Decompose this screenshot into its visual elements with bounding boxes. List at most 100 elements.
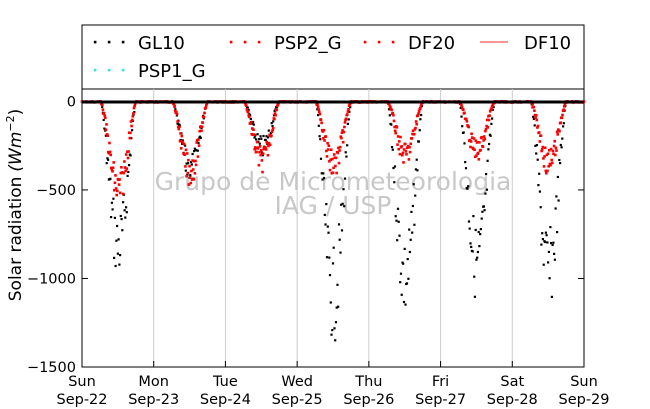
- data-point-psp2-g: [183, 153, 187, 156]
- data-point-psp2-g: [416, 114, 420, 117]
- data-point-gl10: [415, 158, 418, 161]
- data-point-psp2-g: [400, 145, 403, 148]
- data-point-gl10: [185, 162, 188, 165]
- data-point-gl10: [125, 211, 128, 214]
- data-point-psp2-g: [248, 115, 251, 119]
- data-point-gl10: [532, 117, 535, 120]
- legend-dot-marker: [229, 40, 233, 44]
- data-point-psp2-g: [554, 146, 558, 150]
- data-point-psp2-g: [399, 135, 402, 139]
- data-point-psp2-g: [337, 146, 340, 150]
- data-point-gl10: [187, 162, 190, 165]
- legend-label: DF20: [408, 33, 455, 54]
- data-point-gl10: [474, 228, 477, 232]
- data-point-gl10: [464, 161, 467, 164]
- data-point-psp2-g: [417, 110, 421, 113]
- data-point-gl10: [484, 192, 487, 195]
- data-point-gl10: [485, 173, 488, 176]
- data-point-psp2-g: [190, 178, 194, 181]
- data-point-gl10: [343, 205, 346, 208]
- data-point-psp2-g: [120, 166, 123, 169]
- data-point-gl10: [331, 329, 334, 332]
- data-point-gl10: [557, 199, 560, 202]
- data-point-psp2-g: [258, 150, 261, 154]
- data-point-psp2-g: [337, 161, 341, 165]
- data-point-gl10: [467, 185, 470, 188]
- data-point-psp2-g: [549, 163, 552, 167]
- data-point-psp2-g: [316, 103, 319, 107]
- data-point-gl10: [317, 124, 320, 127]
- data-point-psp2-g: [131, 115, 135, 118]
- data-point-gl10: [554, 207, 557, 210]
- data-point-psp2-g: [560, 116, 564, 120]
- data-point-gl10: [538, 172, 541, 175]
- x-tick-date: Sep-27: [415, 392, 466, 408]
- data-point-gl10: [476, 256, 479, 259]
- data-point-psp2-g: [130, 124, 133, 128]
- data-point-psp2-g: [246, 110, 250, 114]
- data-point-psp2-g: [413, 132, 416, 136]
- data-point-gl10: [270, 122, 273, 125]
- data-point-psp2-g: [546, 152, 550, 155]
- data-point-gl10: [404, 303, 407, 306]
- data-point-gl10: [547, 261, 550, 264]
- data-point-gl10: [341, 202, 344, 205]
- data-point-gl10: [534, 144, 537, 147]
- data-point-gl10: [129, 154, 132, 157]
- data-point-psp2-g: [480, 135, 484, 139]
- data-point-psp2-g: [545, 171, 548, 175]
- data-point-psp2-g: [260, 149, 263, 152]
- data-point-gl10: [398, 234, 401, 237]
- data-point-gl10: [562, 125, 565, 128]
- data-point-psp2-g: [114, 174, 117, 177]
- data-point-psp2-g: [187, 158, 190, 162]
- data-point-gl10: [553, 258, 556, 261]
- x-tick-date: Sep-28: [487, 392, 538, 408]
- data-point-gl10: [272, 114, 276, 117]
- data-point-psp2-g: [124, 153, 128, 156]
- data-point-gl10: [410, 210, 413, 213]
- data-point-psp2-g: [533, 109, 536, 112]
- data-point-gl10: [256, 133, 259, 136]
- data-point-gl10: [468, 227, 471, 230]
- data-point-gl10: [402, 300, 406, 304]
- data-point-gl10: [345, 155, 348, 158]
- data-point-gl10: [105, 162, 108, 165]
- data-point-gl10: [272, 120, 275, 123]
- data-point-psp2-g: [258, 145, 262, 148]
- data-point-gl10: [119, 254, 122, 257]
- data-point-psp2-g: [106, 134, 109, 137]
- data-point-psp2-g: [537, 131, 541, 134]
- data-point-psp2-g: [539, 134, 543, 137]
- data-point-gl10: [471, 250, 474, 253]
- data-point-psp2-g: [259, 153, 262, 157]
- data-point-psp2-g: [532, 105, 536, 109]
- data-point-gl10: [487, 148, 490, 151]
- data-point-psp2-g: [245, 104, 248, 107]
- data-point-psp2-g: [200, 125, 204, 129]
- data-point-gl10: [118, 263, 121, 266]
- data-point-psp2-g: [392, 113, 395, 117]
- data-point-gl10: [397, 220, 400, 223]
- data-point-psp2-g: [196, 155, 200, 158]
- data-point-gl10: [122, 201, 125, 204]
- data-point-gl10: [338, 238, 341, 241]
- data-point-gl10: [346, 122, 349, 125]
- data-point-psp2-g: [200, 129, 203, 132]
- data-point-psp2-g: [408, 150, 412, 154]
- data-point-gl10: [121, 229, 124, 232]
- data-point-psp2-g: [488, 114, 491, 117]
- data-point-psp2-g: [554, 153, 557, 157]
- data-point-gl10: [402, 262, 405, 265]
- data-point-psp2-g: [490, 107, 493, 111]
- data-point-psp2-g: [204, 106, 207, 110]
- data-point-gl10: [413, 223, 416, 226]
- data-point-gl10: [342, 188, 345, 191]
- x-tick-day: Sun: [68, 374, 96, 390]
- data-point-psp2-g: [187, 183, 191, 186]
- x-tick-day: Wed: [281, 374, 313, 390]
- data-point-gl10: [407, 277, 410, 280]
- data-point-gl10: [419, 118, 422, 121]
- data-point-gl10: [106, 157, 109, 160]
